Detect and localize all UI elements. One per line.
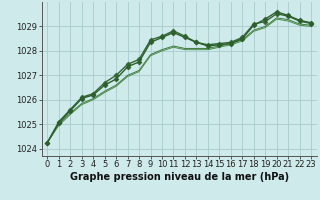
X-axis label: Graphe pression niveau de la mer (hPa): Graphe pression niveau de la mer (hPa)	[70, 172, 289, 182]
